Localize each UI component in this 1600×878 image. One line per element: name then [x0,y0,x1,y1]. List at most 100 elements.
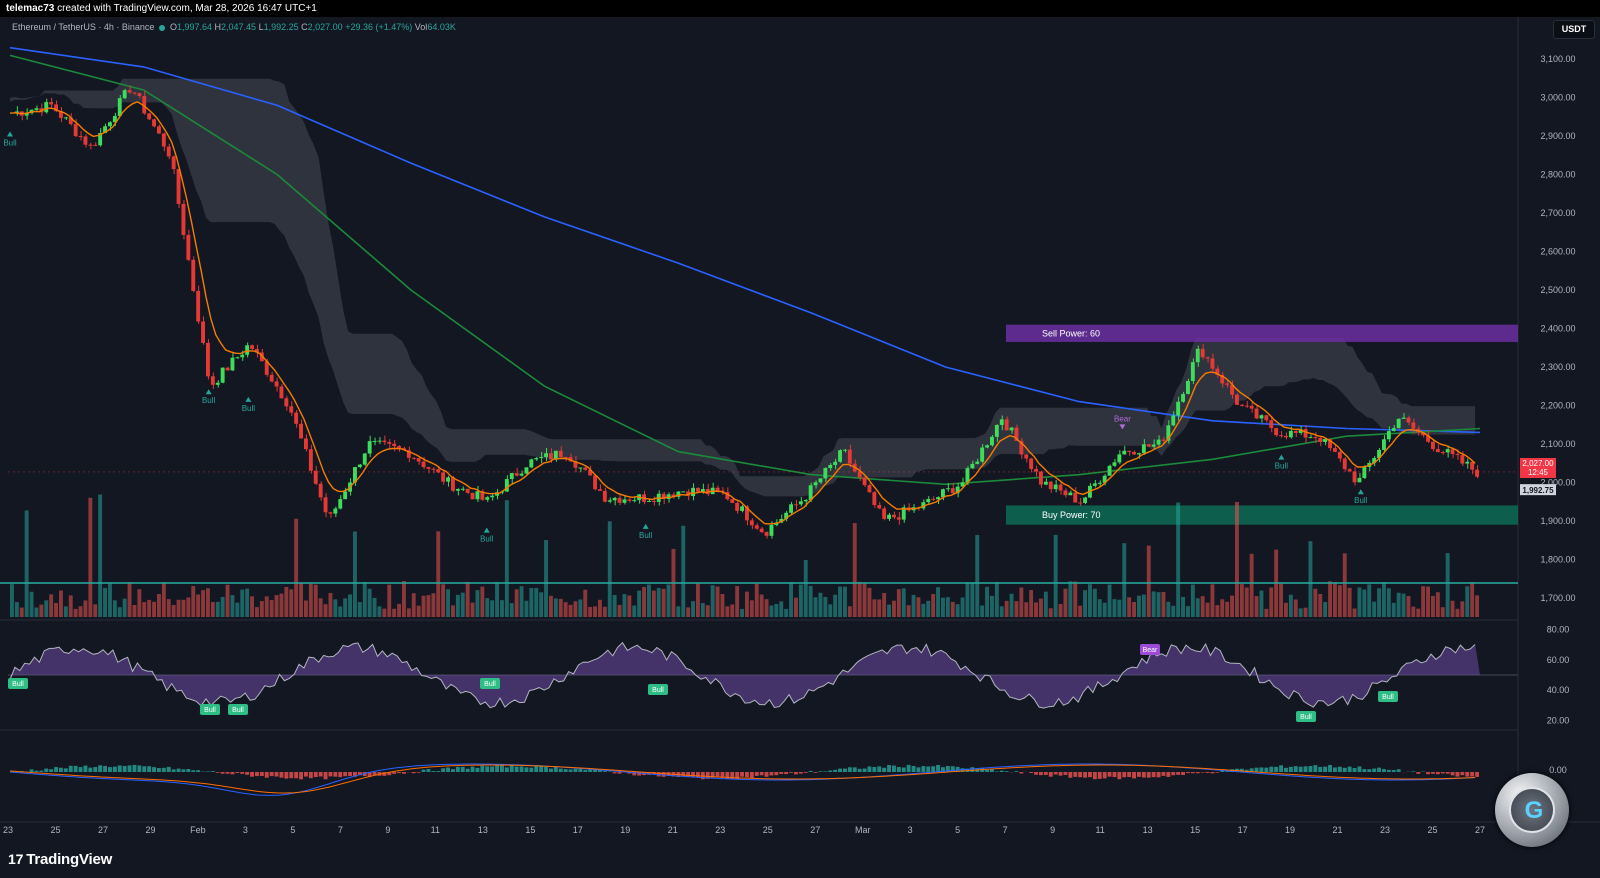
macd-histogram-bar [1264,767,1269,772]
macd-histogram-bar [1284,767,1288,772]
macd-histogram-bar [1455,772,1460,777]
candle-body [103,126,107,134]
volume-bar [137,589,142,617]
candle-body [749,520,754,526]
candle-body [1440,452,1445,454]
candle-body [1205,357,1210,359]
volume-bar [661,588,666,617]
low-price-label: 1,992.75 [1522,486,1554,495]
bull-signal-label: Bull [639,531,653,540]
candle-body [1284,435,1288,438]
rsi-signal-label: Bull [204,707,216,714]
macd-histogram-bar [166,766,171,772]
candle-body [411,457,416,459]
volume-bar [1293,599,1298,617]
volume-bar [323,604,328,617]
price-chart[interactable]: 3,100.00 3,000.00 2,900.00 2,800.00 2,700.00… [0,0,1600,838]
currency-button[interactable]: USDT [1553,20,1595,39]
volume-bar [1039,598,1043,617]
macd-histogram-bar [402,772,406,774]
macd-histogram-bar [196,770,201,772]
rsi-bull-badge [200,704,220,715]
macd-histogram-bar [637,772,642,776]
y-tick-label: 2,000.00 [1540,477,1575,487]
volume-bar [1068,581,1073,617]
symbol-legend[interactable]: Ethereum / TetherUS · 4h · Binance O1,99… [12,22,456,32]
candle-body [1357,477,1362,483]
volume-bar [304,600,308,617]
candle-body [519,473,524,476]
y-tick-label: 2,100.00 [1540,439,1575,449]
candle-body [1019,440,1024,455]
volume-bar [519,586,524,617]
market-status-icon [158,24,165,31]
candle-body [431,468,436,470]
candle-body [206,342,210,377]
candle-body [867,485,872,493]
volume-bar [1073,581,1078,617]
volume-bar [235,602,240,617]
macd-histogram-bar [1156,772,1161,778]
x-tick-label: 23 [3,825,13,835]
macd-histogram-bar [171,769,176,772]
volume-bar [465,581,470,617]
volume-bar [1254,596,1259,617]
volume-bar [294,518,299,617]
macd-histogram-bar [1333,767,1337,772]
macd-histogram-bar [250,772,254,777]
volume-bar [1367,584,1372,617]
candle-body [975,461,980,464]
candle-body [965,468,970,483]
macd-histogram-bar [225,772,230,774]
vol-label: Vol [414,22,428,32]
macd-histogram-bar [441,768,446,772]
countdown-label: 12:45 [1528,468,1549,477]
volume-bar [852,523,857,617]
candle-body [647,500,651,502]
x-tick-label: 27 [810,825,820,835]
candle-body [955,486,960,494]
macd-histogram-bar [215,772,220,773]
macd-histogram-bar [1053,772,1058,775]
macd-histogram-bar [426,769,431,772]
volume-bar [813,597,818,617]
candle-body [382,440,387,443]
volume-bar [1382,582,1386,617]
volume-bar [142,602,147,617]
x-tick-label: 15 [1190,825,1200,835]
volume-bar [1230,595,1234,617]
candle-body [1151,444,1156,447]
volume-bar [68,595,73,617]
volume-bar [823,596,828,617]
macd-histogram-bar [29,769,34,772]
macd-histogram-bar [1298,766,1303,772]
macd-histogram-bar [681,772,686,777]
macd-tick-label: 0.00 [1549,765,1567,775]
close-value: 2,027.00 [307,22,343,32]
rsi-tick-label: 60.00 [1547,655,1570,665]
y-tick-label: 2,700.00 [1540,208,1575,218]
tradingview-logo[interactable]: 17 TradingView [8,851,112,868]
macd-histogram-bar [1382,769,1386,772]
volume-bar [691,601,695,617]
candle-body [142,95,147,114]
macd-histogram-bar [142,766,147,772]
x-tick-label: 13 [478,825,488,835]
volume-bar [544,540,548,617]
volume-bar [1112,599,1117,617]
volume-bar [617,604,622,617]
candle-body [1249,405,1254,409]
candle-body [1195,348,1200,363]
x-tick-label: 3 [908,825,913,835]
volume-bar [1357,587,1362,617]
volume-bar [411,593,416,617]
volume-bar [171,604,176,617]
candle-body [1092,483,1097,486]
volume-bar [1475,595,1479,617]
volume-bar [651,590,656,617]
macd-histogram-bar [847,767,852,772]
volume-bar [1043,591,1048,617]
candle-body [210,376,215,385]
candle-body [1181,393,1185,402]
volume-bar [666,584,671,617]
